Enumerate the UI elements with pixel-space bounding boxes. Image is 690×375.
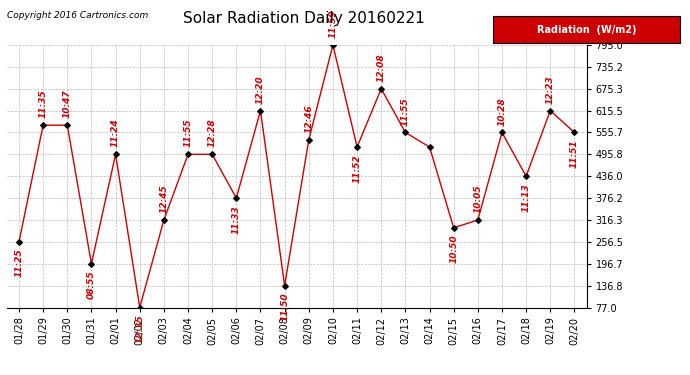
Text: 11:35: 11:35 — [39, 90, 48, 118]
Point — [545, 108, 556, 114]
Point — [424, 144, 435, 150]
Text: 11:51: 11:51 — [570, 140, 579, 168]
Text: Copyright 2016 Cartronics.com: Copyright 2016 Cartronics.com — [7, 11, 148, 20]
Text: 10:50: 10:50 — [449, 235, 458, 263]
Point — [158, 217, 169, 223]
Point — [37, 122, 48, 128]
Text: 12:23: 12:23 — [546, 75, 555, 104]
Text: 10:47: 10:47 — [63, 90, 72, 118]
Text: Radiation  (W/m2): Radiation (W/m2) — [537, 25, 636, 34]
Text: 08:55: 08:55 — [87, 271, 96, 299]
Point — [351, 144, 363, 150]
Point — [207, 152, 218, 157]
Point — [448, 225, 460, 231]
Point — [134, 304, 145, 310]
Text: 12:28: 12:28 — [208, 119, 217, 147]
Text: 10:28: 10:28 — [497, 97, 506, 126]
Text: 11:55: 11:55 — [401, 97, 410, 126]
Text: 11:50: 11:50 — [280, 292, 289, 321]
Point — [520, 173, 531, 179]
Point — [328, 42, 339, 48]
Point — [255, 108, 266, 114]
Text: 12:46: 12:46 — [304, 104, 313, 133]
Point — [472, 217, 483, 223]
Text: 10:05: 10:05 — [473, 184, 482, 213]
Point — [62, 122, 73, 128]
Point — [400, 129, 411, 135]
Point — [14, 239, 25, 245]
Text: 12:45: 12:45 — [159, 184, 168, 213]
Point — [110, 152, 121, 157]
Text: Solar Radiation Daily 20160221: Solar Radiation Daily 20160221 — [183, 11, 424, 26]
Text: 12:20: 12:20 — [256, 75, 265, 104]
Text: 11:55: 11:55 — [184, 119, 193, 147]
Point — [230, 195, 241, 201]
Text: 11:24: 11:24 — [111, 119, 120, 147]
Text: 12:08: 12:08 — [377, 53, 386, 82]
Text: 11:25: 11:25 — [14, 249, 23, 278]
Point — [279, 283, 290, 289]
Text: 12:35: 12:35 — [135, 315, 144, 343]
Text: 11:59: 11:59 — [328, 9, 337, 38]
Point — [375, 86, 386, 92]
Point — [569, 129, 580, 135]
Point — [86, 261, 97, 267]
Text: 11:33: 11:33 — [232, 205, 241, 234]
Point — [303, 137, 314, 143]
Point — [182, 152, 193, 157]
Point — [497, 129, 508, 135]
Text: 11:52: 11:52 — [353, 154, 362, 183]
Text: 11:13: 11:13 — [522, 183, 531, 212]
